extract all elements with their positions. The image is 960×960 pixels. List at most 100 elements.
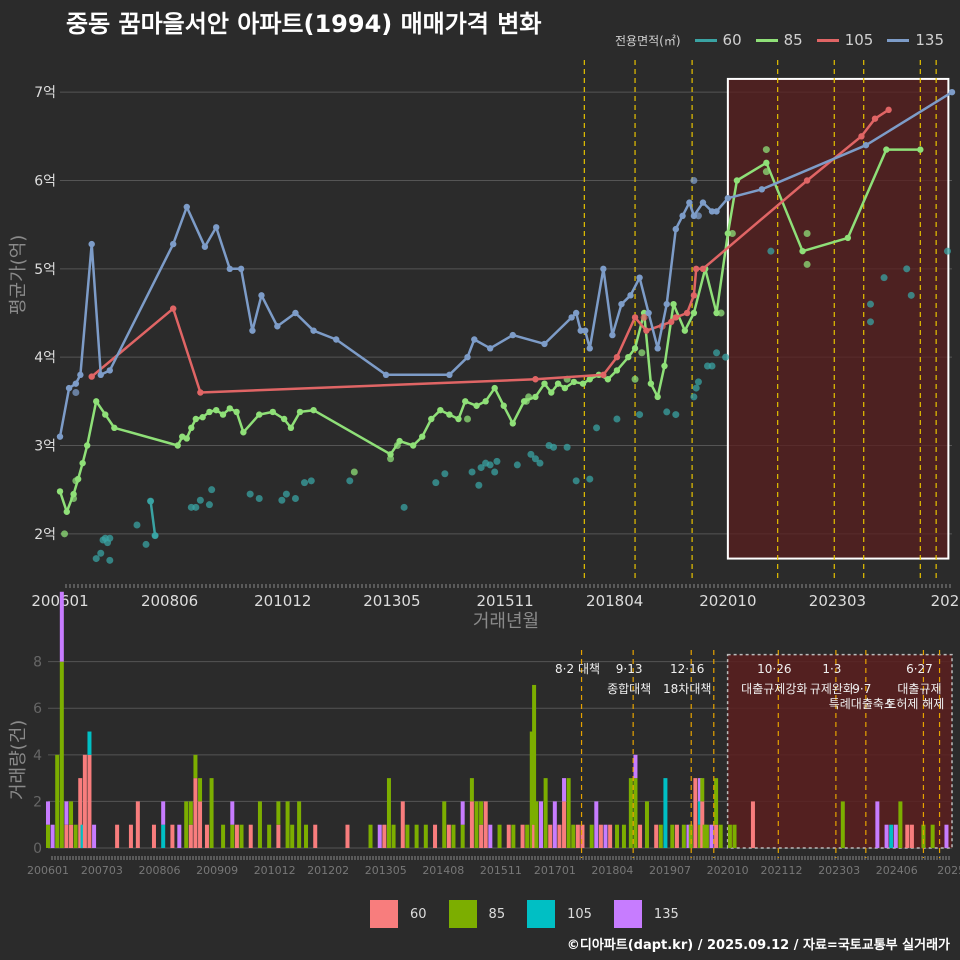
- volume-x-tick-label: 202112: [761, 864, 803, 877]
- scatter-point-85: [638, 349, 646, 357]
- series-point-85: [206, 408, 213, 416]
- scatter-point-60: [147, 497, 155, 505]
- scatter-point-60: [636, 411, 644, 419]
- volume-y-tick-label: 8: [33, 655, 42, 671]
- volume-bar: [875, 801, 880, 848]
- volume-bar: [368, 824, 373, 848]
- scatter-point-60: [690, 393, 698, 401]
- scatter-point-60: [307, 477, 315, 485]
- volume-bar: [80, 824, 85, 848]
- series-point-85: [661, 362, 668, 370]
- volume-legend-label-105: 105: [567, 906, 592, 922]
- series-point-85: [554, 380, 562, 387]
- scatter-point-60: [246, 490, 254, 498]
- scatter-point-60: [943, 247, 951, 255]
- series-point-85: [561, 384, 569, 392]
- scatter-point-60: [491, 468, 499, 476]
- series-point-85: [690, 309, 698, 317]
- volume-bar: [552, 801, 557, 848]
- volume-bar: [709, 824, 714, 848]
- volume-bar: [248, 824, 253, 848]
- volume-bar: [230, 801, 235, 825]
- volume-bar: [732, 824, 737, 848]
- volume-legend: 60 85 105 135: [370, 900, 701, 928]
- price-y-tick-label: 6억: [34, 174, 56, 190]
- series-point-85: [310, 406, 317, 414]
- volume-bar: [944, 824, 949, 848]
- volume-bar: [702, 824, 707, 848]
- scatter-point-60: [866, 300, 874, 308]
- volume-bar: [193, 778, 198, 848]
- series-point-105: [699, 265, 707, 273]
- volume-bar: [92, 824, 97, 848]
- volume-bar: [608, 824, 613, 848]
- volume-bar: [697, 778, 702, 802]
- series-point-85: [541, 380, 548, 387]
- series-point-135: [486, 345, 494, 352]
- volume-bar: [64, 824, 69, 848]
- scatter-point-85: [631, 375, 639, 383]
- price-x-axis-title: 거래년월: [473, 611, 539, 632]
- scatter-point-60: [97, 549, 105, 557]
- scatter-point-60: [192, 503, 200, 511]
- series-point-135: [724, 194, 732, 202]
- volume-bar: [69, 801, 74, 825]
- volume-bar: [405, 824, 410, 848]
- price-y-tick-label: 5억: [34, 262, 56, 278]
- volume-bar: [727, 824, 732, 848]
- volume-bar: [700, 801, 705, 848]
- price-x-tick-label: 2025: [931, 592, 960, 610]
- volume-bar: [580, 824, 585, 848]
- scatter-point-60: [880, 274, 888, 282]
- volume-bar: [193, 754, 198, 779]
- scatter-point-60: [205, 501, 213, 509]
- scatter-point-60: [106, 556, 114, 564]
- volume-x-tick-label: 201012: [254, 864, 296, 877]
- volume-x-tick-label: 201408: [422, 864, 464, 877]
- series-legend: 전용면적(㎡) 60 85 105 135: [615, 31, 950, 49]
- volume-x-tick-label: 202010: [707, 864, 749, 877]
- series-point-85: [188, 424, 195, 432]
- page-title: 중동 꿈마을서안 아파트(1994) 매매가격 변화: [66, 10, 542, 38]
- series-point-135: [572, 309, 580, 317]
- series-point-85: [625, 353, 632, 361]
- policy-label: 대출규제강화: [741, 682, 807, 696]
- series-point-85: [102, 411, 109, 418]
- series-point-85: [446, 411, 453, 418]
- volume-bar: [230, 824, 235, 848]
- volume-bar: [688, 824, 693, 848]
- scatter-point-85: [803, 260, 811, 268]
- volume-bar: [285, 801, 290, 848]
- series-point-85: [56, 488, 64, 495]
- series-point-85: [500, 402, 507, 409]
- volume-x-tick-label: 202406: [876, 864, 918, 877]
- series-point-85: [174, 442, 181, 449]
- scatter-point-60: [142, 540, 150, 548]
- scatter-point-60: [663, 408, 671, 416]
- volume-bar: [603, 824, 608, 848]
- scatter-point-135: [690, 177, 698, 184]
- volume-bar: [414, 824, 419, 848]
- volume-bar: [423, 824, 428, 848]
- series-point-85: [579, 380, 587, 387]
- volume-bar: [571, 824, 576, 848]
- volume-bar: [221, 824, 226, 848]
- volume-y-tick-label: 0: [33, 841, 42, 857]
- policy-label: 대출규제: [897, 682, 941, 696]
- policy-label: 특례대출축소: [829, 697, 895, 711]
- volume-bar: [161, 824, 166, 848]
- scatter-point-60: [282, 490, 290, 498]
- volume-bar: [382, 824, 387, 848]
- volume-bar: [488, 824, 493, 848]
- scatter-point-60: [593, 424, 601, 432]
- series-point-105: [692, 265, 700, 273]
- series-point-135: [201, 243, 209, 250]
- scatter-point-60: [531, 455, 539, 463]
- scatter-point-85: [717, 309, 725, 317]
- volume-bar: [128, 824, 133, 848]
- series-point-85: [473, 402, 480, 409]
- series-point-135: [568, 314, 575, 321]
- volume-bar: [204, 824, 209, 848]
- series-point-85: [455, 415, 462, 423]
- scatter-point-60: [694, 378, 702, 386]
